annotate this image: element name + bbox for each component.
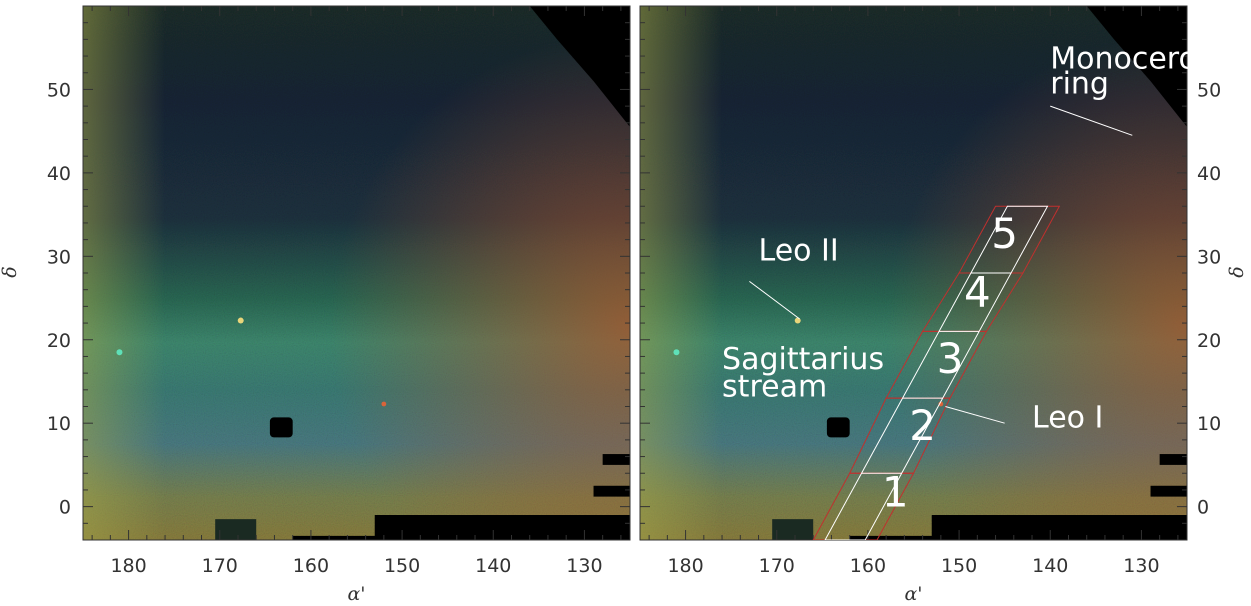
annotation-label: Sagittarius	[722, 342, 884, 377]
footprint-mask-top	[1086, 6, 1187, 127]
masked-strip	[215, 519, 257, 540]
footprint-mask-top	[529, 6, 630, 127]
annotation-label: 4	[964, 267, 991, 316]
annotation-pointer	[1050, 105, 1133, 136]
x-tick-label: 130	[566, 555, 602, 577]
leo-ii-dot	[237, 317, 244, 324]
leo-ii-dot	[794, 317, 801, 324]
annotation-label: 2	[909, 401, 936, 450]
y-tick-label: 40	[47, 163, 71, 185]
x-tick-label: 140	[1032, 555, 1068, 577]
leo-i-dot	[381, 401, 387, 407]
y-tick-label: 10	[47, 413, 71, 435]
annotation-label: ring	[1050, 67, 1109, 102]
x-axis-label: α'	[904, 583, 922, 605]
annotation-label: 5	[991, 209, 1018, 258]
x-tick-label: 160	[293, 555, 329, 577]
y-tick-label: 10	[1197, 413, 1221, 435]
edge-mask-2	[1150, 485, 1187, 497]
edge-mask-1	[602, 454, 630, 465]
x-tick-label: 180	[110, 555, 146, 577]
x-tick-label: 170	[202, 555, 238, 577]
y-tick-label: 30	[47, 246, 71, 268]
panel-right: 180 170 160 150 140 130 α' 0 10 20 30 40 50 δ Monocero…	[639, 5, 1248, 605]
edge-mask-2	[593, 485, 630, 497]
y-tick-label: 20	[1197, 330, 1221, 352]
x-tick-label: 150	[384, 555, 420, 577]
y-axis-label: δ	[1226, 266, 1248, 277]
masked-strip	[772, 519, 814, 540]
panel-left: 180 170 160 150 140 130 α' 0 10 20 30 40 50 δ	[0, 5, 631, 605]
y-tick-label: 50	[1197, 79, 1221, 101]
y-tick-label: 20	[47, 330, 71, 352]
annotation-label: 3	[937, 334, 964, 383]
edge-mask-1	[1159, 454, 1187, 465]
x-tick-label: 170	[759, 555, 795, 577]
bright-dot	[673, 349, 680, 356]
y-tick-label: 40	[1197, 163, 1221, 185]
bright-dot	[116, 349, 123, 356]
y-tick-label: 0	[1197, 497, 1209, 519]
annotation-label: stream	[722, 369, 827, 404]
x-tick-label: 150	[941, 555, 977, 577]
strip-outline	[824, 205, 1049, 540]
x-axis-label: α'	[347, 583, 365, 605]
y-tick-label: 50	[47, 79, 71, 101]
annotation-label: Monoceros	[1050, 42, 1212, 77]
annotation-pointer	[945, 406, 1005, 424]
density-image	[83, 6, 630, 540]
y-tick-label: 0	[59, 497, 71, 519]
left-glow	[83, 6, 630, 540]
x-tick-label: 180	[667, 555, 703, 577]
y-axis-label: δ	[0, 266, 21, 277]
x-tick-label: 160	[850, 555, 886, 577]
x-tick-label: 140	[475, 555, 511, 577]
annotation-label: Leo I	[1032, 400, 1103, 435]
annotation-label: Leo II	[759, 233, 839, 268]
masked-star	[826, 417, 850, 438]
footprint-mask-bottom	[292, 514, 630, 540]
masked-star	[269, 417, 293, 438]
annotation-label: 1	[882, 468, 909, 517]
y-tick-label: 30	[1197, 246, 1221, 268]
annotation-pointer	[749, 280, 800, 320]
x-tick-label: 130	[1123, 555, 1159, 577]
footprint-mask-bottom	[849, 514, 1187, 540]
field-boxes	[812, 205, 1061, 540]
